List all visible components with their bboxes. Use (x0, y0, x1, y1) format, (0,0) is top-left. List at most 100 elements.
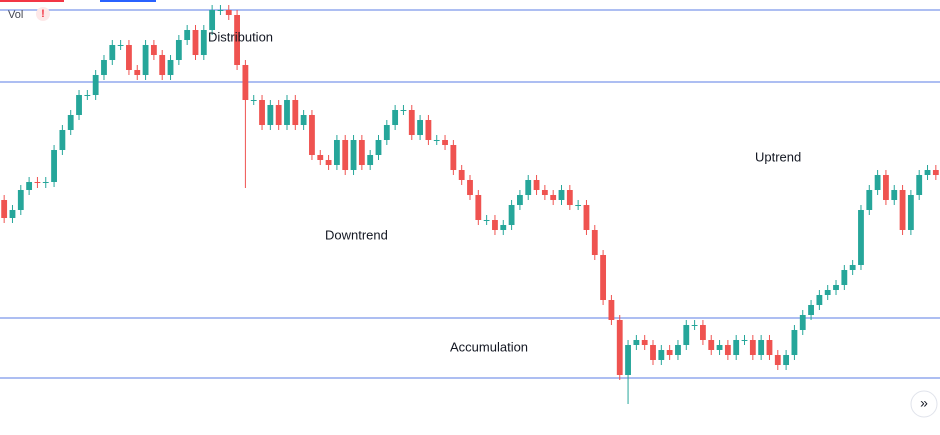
toolbar-edge (0, 0, 64, 2)
candle-body (192, 30, 199, 55)
candle-body (259, 100, 265, 125)
candle-body (791, 330, 798, 355)
candle-body (184, 30, 191, 40)
candle-body (150, 45, 157, 55)
candle-body (234, 15, 240, 65)
candle-body (558, 190, 565, 200)
candle-body (375, 140, 382, 155)
candle-body (533, 180, 540, 190)
candle-body (475, 195, 482, 220)
scroll-icon[interactable]: » (920, 395, 928, 411)
candle-body (891, 190, 898, 200)
candle-body (225, 10, 232, 15)
alert-icon[interactable]: ! (41, 8, 45, 20)
candle-body (658, 350, 665, 360)
candle-body (325, 160, 332, 165)
candle-body (666, 350, 673, 355)
scroll-button[interactable] (910, 390, 938, 418)
candle-body (566, 190, 573, 205)
candle-body (525, 180, 532, 195)
candle-body (217, 10, 224, 11)
candle-body (508, 205, 515, 225)
candle-body (783, 355, 790, 365)
candle-body (392, 110, 399, 125)
candle-body (275, 105, 282, 125)
candle-body (641, 340, 648, 345)
volume-legend: Vol (8, 9, 23, 21)
candle-body (550, 195, 557, 200)
candle-body (683, 325, 690, 345)
candle-body (907, 195, 914, 230)
candle-body (866, 190, 873, 210)
candle-body (26, 182, 33, 190)
candle-body (916, 175, 923, 195)
candle-body (67, 115, 74, 130)
candle-body (675, 345, 681, 355)
candle-body (175, 40, 182, 60)
candle-body (76, 95, 82, 115)
candle-body (483, 220, 490, 221)
candle-body (924, 170, 931, 175)
candle-body (808, 305, 814, 315)
candle-body (9, 210, 16, 218)
candle-body (591, 230, 598, 255)
candle-body (716, 345, 723, 350)
candles (1, 5, 939, 404)
candle-body (367, 155, 374, 165)
candle-body (691, 325, 698, 326)
candle-body (841, 270, 848, 285)
candle-body (101, 60, 107, 75)
candle-body (342, 140, 349, 170)
candle-body (816, 295, 823, 305)
candle-body (358, 140, 365, 165)
alert-badge[interactable] (36, 7, 50, 21)
candle-body (774, 355, 781, 365)
candle-body (433, 140, 440, 141)
candle-body (109, 45, 116, 60)
candle-body (733, 340, 740, 355)
candle-body (608, 300, 615, 320)
candle-body (749, 340, 756, 355)
candle-body (492, 220, 498, 230)
candle-body (849, 265, 856, 270)
candle-body (42, 182, 49, 183)
candle-body (209, 10, 216, 30)
annotation: Downtrend (325, 227, 388, 242)
candle-body (59, 130, 66, 150)
candle-body (450, 145, 457, 170)
candle-body (134, 70, 141, 75)
candle-body (167, 60, 174, 75)
candle-body (899, 190, 906, 230)
annotation: Distribution (208, 29, 273, 44)
annotation: Accumulation (450, 339, 528, 354)
candle-body (425, 120, 432, 140)
candle-body (766, 340, 773, 355)
candle-body (267, 105, 274, 125)
candle-body (700, 325, 706, 340)
candle-body (159, 55, 166, 75)
candle-body (625, 345, 631, 375)
candle-body (51, 150, 57, 182)
candle-body (333, 140, 340, 165)
candle-body (117, 45, 124, 46)
candle-body (517, 195, 523, 205)
candle-body (408, 110, 415, 135)
candle-body (142, 45, 149, 75)
candle-body (467, 180, 473, 195)
candle-body (300, 115, 307, 125)
candle-body (350, 140, 357, 170)
candle-body (500, 225, 507, 230)
candle-body (17, 190, 24, 210)
candle-body (932, 170, 939, 175)
candle-body (799, 315, 806, 330)
candle-body (417, 120, 423, 135)
candle-body (758, 340, 765, 355)
candle-body (34, 182, 41, 183)
toolbar-edge (100, 0, 156, 2)
candle-body (741, 340, 748, 341)
candle-body (616, 320, 623, 375)
candle-body (633, 340, 640, 345)
candle-body (383, 125, 390, 140)
candle-body (724, 345, 731, 355)
